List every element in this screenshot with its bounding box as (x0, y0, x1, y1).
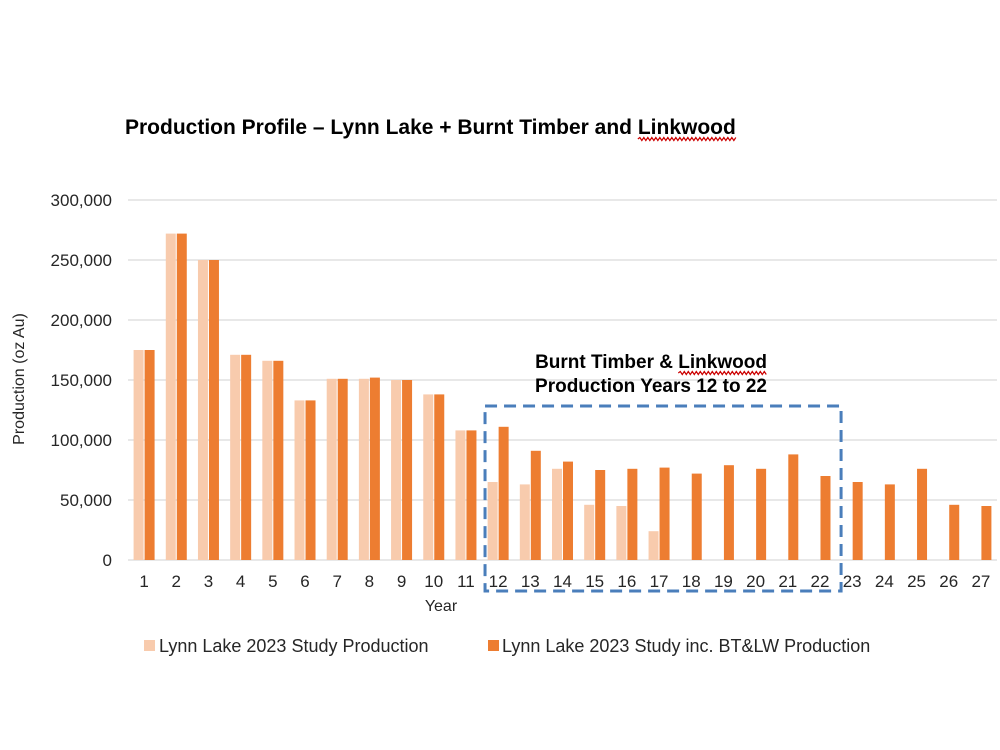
y-tick-label: 150,000 (51, 371, 112, 390)
chart-title-suffix: Linkwood (638, 116, 736, 139)
x-tick-label: 10 (424, 572, 443, 591)
bar-series-2 (208, 260, 219, 560)
x-tick-label: 15 (585, 572, 604, 591)
legend-swatch-series-1 (144, 640, 155, 651)
annotation-line-1-suffix: Linkwood (678, 352, 767, 373)
bar-series-2 (723, 465, 734, 560)
y-tick-label: 250,000 (51, 251, 112, 270)
y-tick-label: 300,000 (51, 191, 112, 210)
bar-series-2 (337, 378, 348, 560)
bar-series-2 (949, 504, 960, 560)
y-tick-label: 200,000 (51, 311, 112, 330)
x-tick-label: 9 (397, 572, 406, 591)
bar-series-1 (230, 354, 241, 560)
x-tick-label: 26 (939, 572, 958, 591)
bar-series-1 (552, 468, 562, 560)
bar-series-2 (144, 350, 155, 560)
x-tick-label: 6 (300, 572, 309, 591)
bar-series-2 (981, 506, 992, 560)
bar-series-1 (487, 482, 498, 560)
bar-series-1 (423, 394, 434, 560)
legend-swatch-series-2 (488, 640, 499, 651)
chart-title-prefix: Production Profile – Lynn Lake + Burnt T… (125, 116, 638, 139)
bar-series-2 (917, 468, 928, 560)
bar-series-2 (176, 233, 187, 560)
bar-series-1 (326, 378, 337, 560)
x-tick-label: 21 (778, 572, 797, 591)
x-tick-label: 23 (843, 572, 862, 591)
x-tick-label: 18 (682, 572, 701, 591)
x-tick-label: 3 (204, 572, 213, 591)
bar-series-2 (273, 360, 284, 560)
legend-label-series-2: Lynn Lake 2023 Study inc. BT&LW Producti… (502, 636, 870, 656)
bar-series-1 (262, 360, 273, 560)
x-tick-label: 8 (365, 572, 374, 591)
x-tick-label: 5 (268, 572, 277, 591)
spellcheck-underline (677, 370, 767, 376)
bar-series-2 (305, 400, 316, 560)
x-tick-label: 20 (746, 572, 765, 591)
bar-series-2 (659, 467, 670, 560)
gridlines (128, 199, 997, 561)
y-tick-label: 100,000 (51, 431, 112, 450)
x-tick-label: 24 (875, 572, 894, 591)
y-tick-label: 50,000 (60, 491, 112, 510)
bar-series-2 (563, 461, 573, 560)
bar-series-1 (133, 350, 144, 560)
bar-series-2 (241, 354, 252, 560)
x-tick-label: 19 (714, 572, 733, 591)
annotation-line-1-prefix: Burnt Timber & (535, 352, 678, 373)
annotation-line-1: Burnt Timber & Linkwood (535, 352, 767, 373)
x-axis-label: Year (425, 598, 458, 615)
bar-series-1 (584, 504, 595, 560)
y-axis-label: Production (oz Au) (11, 313, 28, 445)
bar-series-1 (197, 260, 208, 560)
legend-label-series-1: Lynn Lake 2023 Study Production (159, 636, 429, 656)
bar-series-2 (530, 450, 541, 560)
chart-title: Production Profile – Lynn Lake + Burnt T… (125, 116, 736, 139)
bar-series-2 (595, 470, 606, 560)
bar-series-2 (820, 476, 831, 560)
x-tick-label: 11 (457, 572, 475, 591)
bar-series-2 (756, 468, 767, 560)
x-tick-label: 13 (521, 572, 540, 591)
bar-series-2 (884, 484, 895, 560)
bar-series-2 (498, 426, 509, 560)
legend: Lynn Lake 2023 Study Production Lynn Lak… (144, 636, 870, 656)
bar-series-2 (369, 377, 380, 560)
bar-series-2 (691, 473, 702, 560)
bar-series-1 (294, 400, 305, 560)
annotation-box (483, 404, 843, 593)
annotation-line-2: Production Years 12 to 22 (535, 376, 767, 397)
bar-series-1 (455, 430, 466, 560)
bar-series-2 (402, 380, 413, 560)
x-tick-label: 14 (553, 572, 572, 591)
x-tick-label: 16 (617, 572, 636, 591)
bar-series-group (133, 233, 992, 560)
bar-series-1 (391, 380, 402, 560)
x-tick-label: 7 (332, 572, 341, 591)
bar-series-1 (519, 484, 530, 560)
x-tick-label: 12 (489, 572, 508, 591)
bar-series-1 (165, 233, 176, 560)
y-tick-label: 0 (103, 551, 112, 570)
spellcheck-underline (637, 136, 737, 142)
bar-series-2 (434, 394, 445, 560)
x-tick-label: 4 (236, 572, 245, 591)
x-tick-label: 25 (907, 572, 926, 591)
x-tick-label: 22 (811, 572, 830, 591)
bar-series-2 (788, 454, 799, 560)
x-tick-label: 2 (172, 572, 181, 591)
x-tick-label: 1 (139, 572, 148, 591)
bar-series-2 (466, 430, 477, 560)
bar-series-2 (852, 482, 863, 560)
bar-series-1 (648, 531, 659, 560)
bar-series-2 (627, 468, 638, 560)
x-tick-label: 27 (971, 572, 990, 591)
bar-series-1 (616, 506, 627, 560)
bar-series-1 (358, 378, 369, 560)
x-tick-label: 17 (650, 572, 669, 591)
tick-labels: 0 50,000 100,000 150,000 200,000 250,000 300,0… (51, 191, 991, 591)
